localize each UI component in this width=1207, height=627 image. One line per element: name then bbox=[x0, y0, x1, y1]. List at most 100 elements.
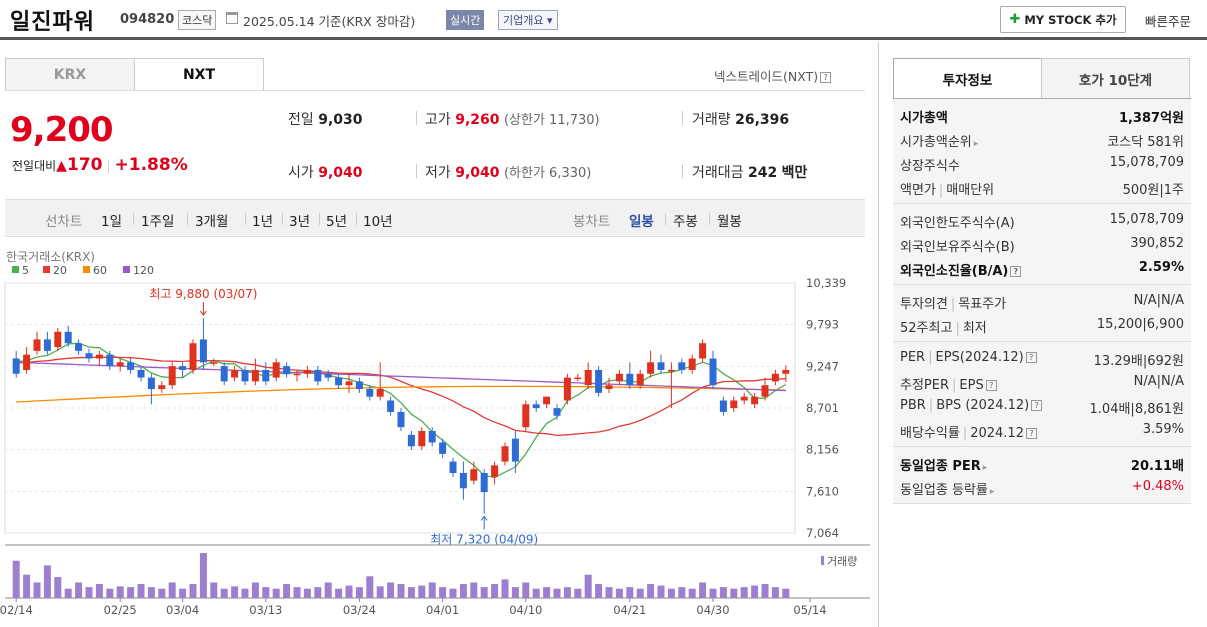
help-icon[interactable]: ? bbox=[1025, 352, 1037, 363]
legend-swatch bbox=[123, 266, 130, 273]
company-overview-dropdown[interactable]: 기업개요 ▾ bbox=[498, 10, 558, 30]
info-row[interactable]: 동일업종 등락률 ▸ +0.48% bbox=[893, 475, 1191, 499]
candle-body bbox=[33, 339, 41, 351]
volume-bar bbox=[75, 582, 83, 598]
volume-bar bbox=[761, 584, 769, 598]
info-key-text: 동일업종 PER bbox=[900, 459, 981, 474]
volume-bar bbox=[563, 587, 571, 598]
volume-bar bbox=[553, 588, 561, 598]
volume-bar bbox=[324, 582, 332, 598]
volume-bar bbox=[85, 587, 93, 598]
upper-limit: (상한가 11,730) bbox=[503, 113, 600, 128]
info-value-text: 1주 bbox=[1163, 183, 1184, 198]
candle-body bbox=[615, 373, 623, 382]
info-key-text: EPS(2024.12) bbox=[935, 350, 1024, 365]
info-key: 외국인보유주식수(B) bbox=[900, 240, 1015, 255]
candle-body bbox=[147, 377, 155, 390]
candle-body bbox=[54, 331, 62, 348]
info-key-text: EPS bbox=[959, 378, 984, 393]
info-key: 상장주식수 bbox=[900, 159, 960, 174]
info-row: 외국인보유주식수(B) 390,852 bbox=[893, 232, 1191, 256]
period-5y[interactable]: 5년 bbox=[326, 214, 348, 230]
separator: | bbox=[1130, 402, 1135, 417]
period-1d[interactable]: 1일 bbox=[101, 214, 123, 230]
candle-body bbox=[459, 473, 467, 489]
divider bbox=[133, 213, 134, 225]
period-10y[interactable]: 10년 bbox=[363, 214, 393, 230]
help-icon[interactable]: ? bbox=[1010, 266, 1022, 277]
info-key: 시가총액 bbox=[900, 111, 948, 126]
volume-bar bbox=[543, 587, 551, 598]
period-3m[interactable]: 3개월 bbox=[195, 214, 229, 230]
group-sector: 동일업종 PER ▸ 20.11배 동일업종 등락률 ▸ +0.48% bbox=[893, 447, 1191, 504]
volume-bar bbox=[345, 585, 353, 598]
stock-header: 일진파워 094820 코스닥 2025.05.14 기준(KRX 장마감) 실… bbox=[0, 0, 1207, 40]
realtime-badge[interactable]: 실시간 bbox=[446, 10, 485, 30]
candle-body bbox=[220, 366, 228, 382]
volume-bar bbox=[740, 587, 748, 598]
tab-order-book[interactable]: 호가 10단계 bbox=[1041, 58, 1190, 99]
quick-order-link[interactable]: 빠른주문 bbox=[1145, 14, 1192, 29]
info-key-text: 액면가 bbox=[900, 183, 936, 198]
nextrade-label: 넥스트레이드(NXT)? bbox=[714, 66, 832, 85]
tab-nxt[interactable]: NXT bbox=[134, 58, 264, 91]
info-key: 외국인한도주식수(A) bbox=[900, 216, 1015, 231]
legend-label: 20 bbox=[53, 264, 67, 277]
separator: | bbox=[1159, 183, 1164, 198]
volume-bar bbox=[23, 574, 31, 598]
candle-body bbox=[709, 358, 717, 386]
help-icon[interactable]: ? bbox=[1025, 428, 1037, 439]
candle-body bbox=[283, 366, 291, 374]
candle-body bbox=[241, 369, 249, 382]
candle-body bbox=[303, 369, 311, 374]
info-key-text: PER bbox=[900, 350, 926, 365]
volume-bar bbox=[699, 582, 707, 598]
volume-bar bbox=[709, 588, 717, 598]
nextrade-text: 넥스트레이드(NXT) bbox=[714, 69, 819, 84]
volume-bar bbox=[314, 587, 322, 598]
period-1y[interactable]: 1년 bbox=[252, 214, 274, 230]
volume-bar bbox=[522, 582, 530, 598]
my-stock-add-button[interactable]: ✚ MY STOCK 추가 bbox=[1000, 6, 1126, 33]
separator: | bbox=[962, 426, 968, 441]
help-icon[interactable]: ? bbox=[820, 72, 832, 83]
candle-weekly[interactable]: 주봉 bbox=[673, 214, 698, 230]
info-key: PER | EPS(2024.12)? bbox=[900, 350, 1037, 365]
info-row[interactable]: 동일업종 PER ▸ 20.11배 bbox=[893, 451, 1191, 475]
period-1w[interactable]: 1주일 bbox=[141, 214, 175, 230]
low-label: 저가 bbox=[425, 165, 451, 181]
help-icon[interactable]: ? bbox=[1031, 400, 1043, 411]
min-price-arrowhead bbox=[480, 515, 488, 521]
volume-bar bbox=[574, 588, 582, 598]
candle-body bbox=[64, 331, 72, 344]
candle-body bbox=[771, 373, 779, 382]
candle-daily[interactable]: 일봉 bbox=[629, 214, 654, 230]
info-key-text: 매매단위 bbox=[946, 183, 995, 198]
volume-bar bbox=[335, 588, 343, 598]
candle-body bbox=[366, 389, 374, 397]
info-key-text: 시가총액순위 bbox=[900, 135, 972, 150]
period-3y[interactable]: 3년 bbox=[289, 214, 311, 230]
x-tick-label: 03/13 bbox=[249, 603, 282, 617]
volume-bar bbox=[636, 588, 644, 598]
info-row[interactable]: 시가총액순위 ▸ 코스닥 581위 bbox=[893, 127, 1191, 151]
volume-bar bbox=[459, 584, 467, 598]
separator: | bbox=[928, 350, 933, 365]
info-value: 15,078,709 bbox=[1109, 212, 1184, 227]
candle-monthly[interactable]: 월봉 bbox=[717, 214, 742, 230]
candle-body bbox=[335, 377, 343, 386]
volume-bar bbox=[678, 587, 686, 598]
legend-label: 120 bbox=[133, 264, 154, 277]
candle-body bbox=[199, 339, 207, 363]
help-icon[interactable]: ? bbox=[985, 380, 997, 391]
volume-bar bbox=[418, 585, 426, 598]
divider bbox=[416, 164, 417, 178]
candle-body bbox=[314, 369, 322, 382]
volume-bar bbox=[179, 588, 187, 598]
info-row: 투자의견 | 목표주가 N/A|N/A bbox=[893, 289, 1191, 313]
info-key-text: 외국인소진율(B/A) bbox=[900, 264, 1009, 279]
tab-investment-info[interactable]: 투자정보 bbox=[893, 58, 1042, 99]
price-chart[interactable]: 10,339 9,793 9,247 8,701 8,156 7,610 7,064 한국거래… bbox=[0, 0, 870, 627]
candle-body bbox=[272, 362, 280, 378]
volume-bar bbox=[719, 587, 727, 598]
